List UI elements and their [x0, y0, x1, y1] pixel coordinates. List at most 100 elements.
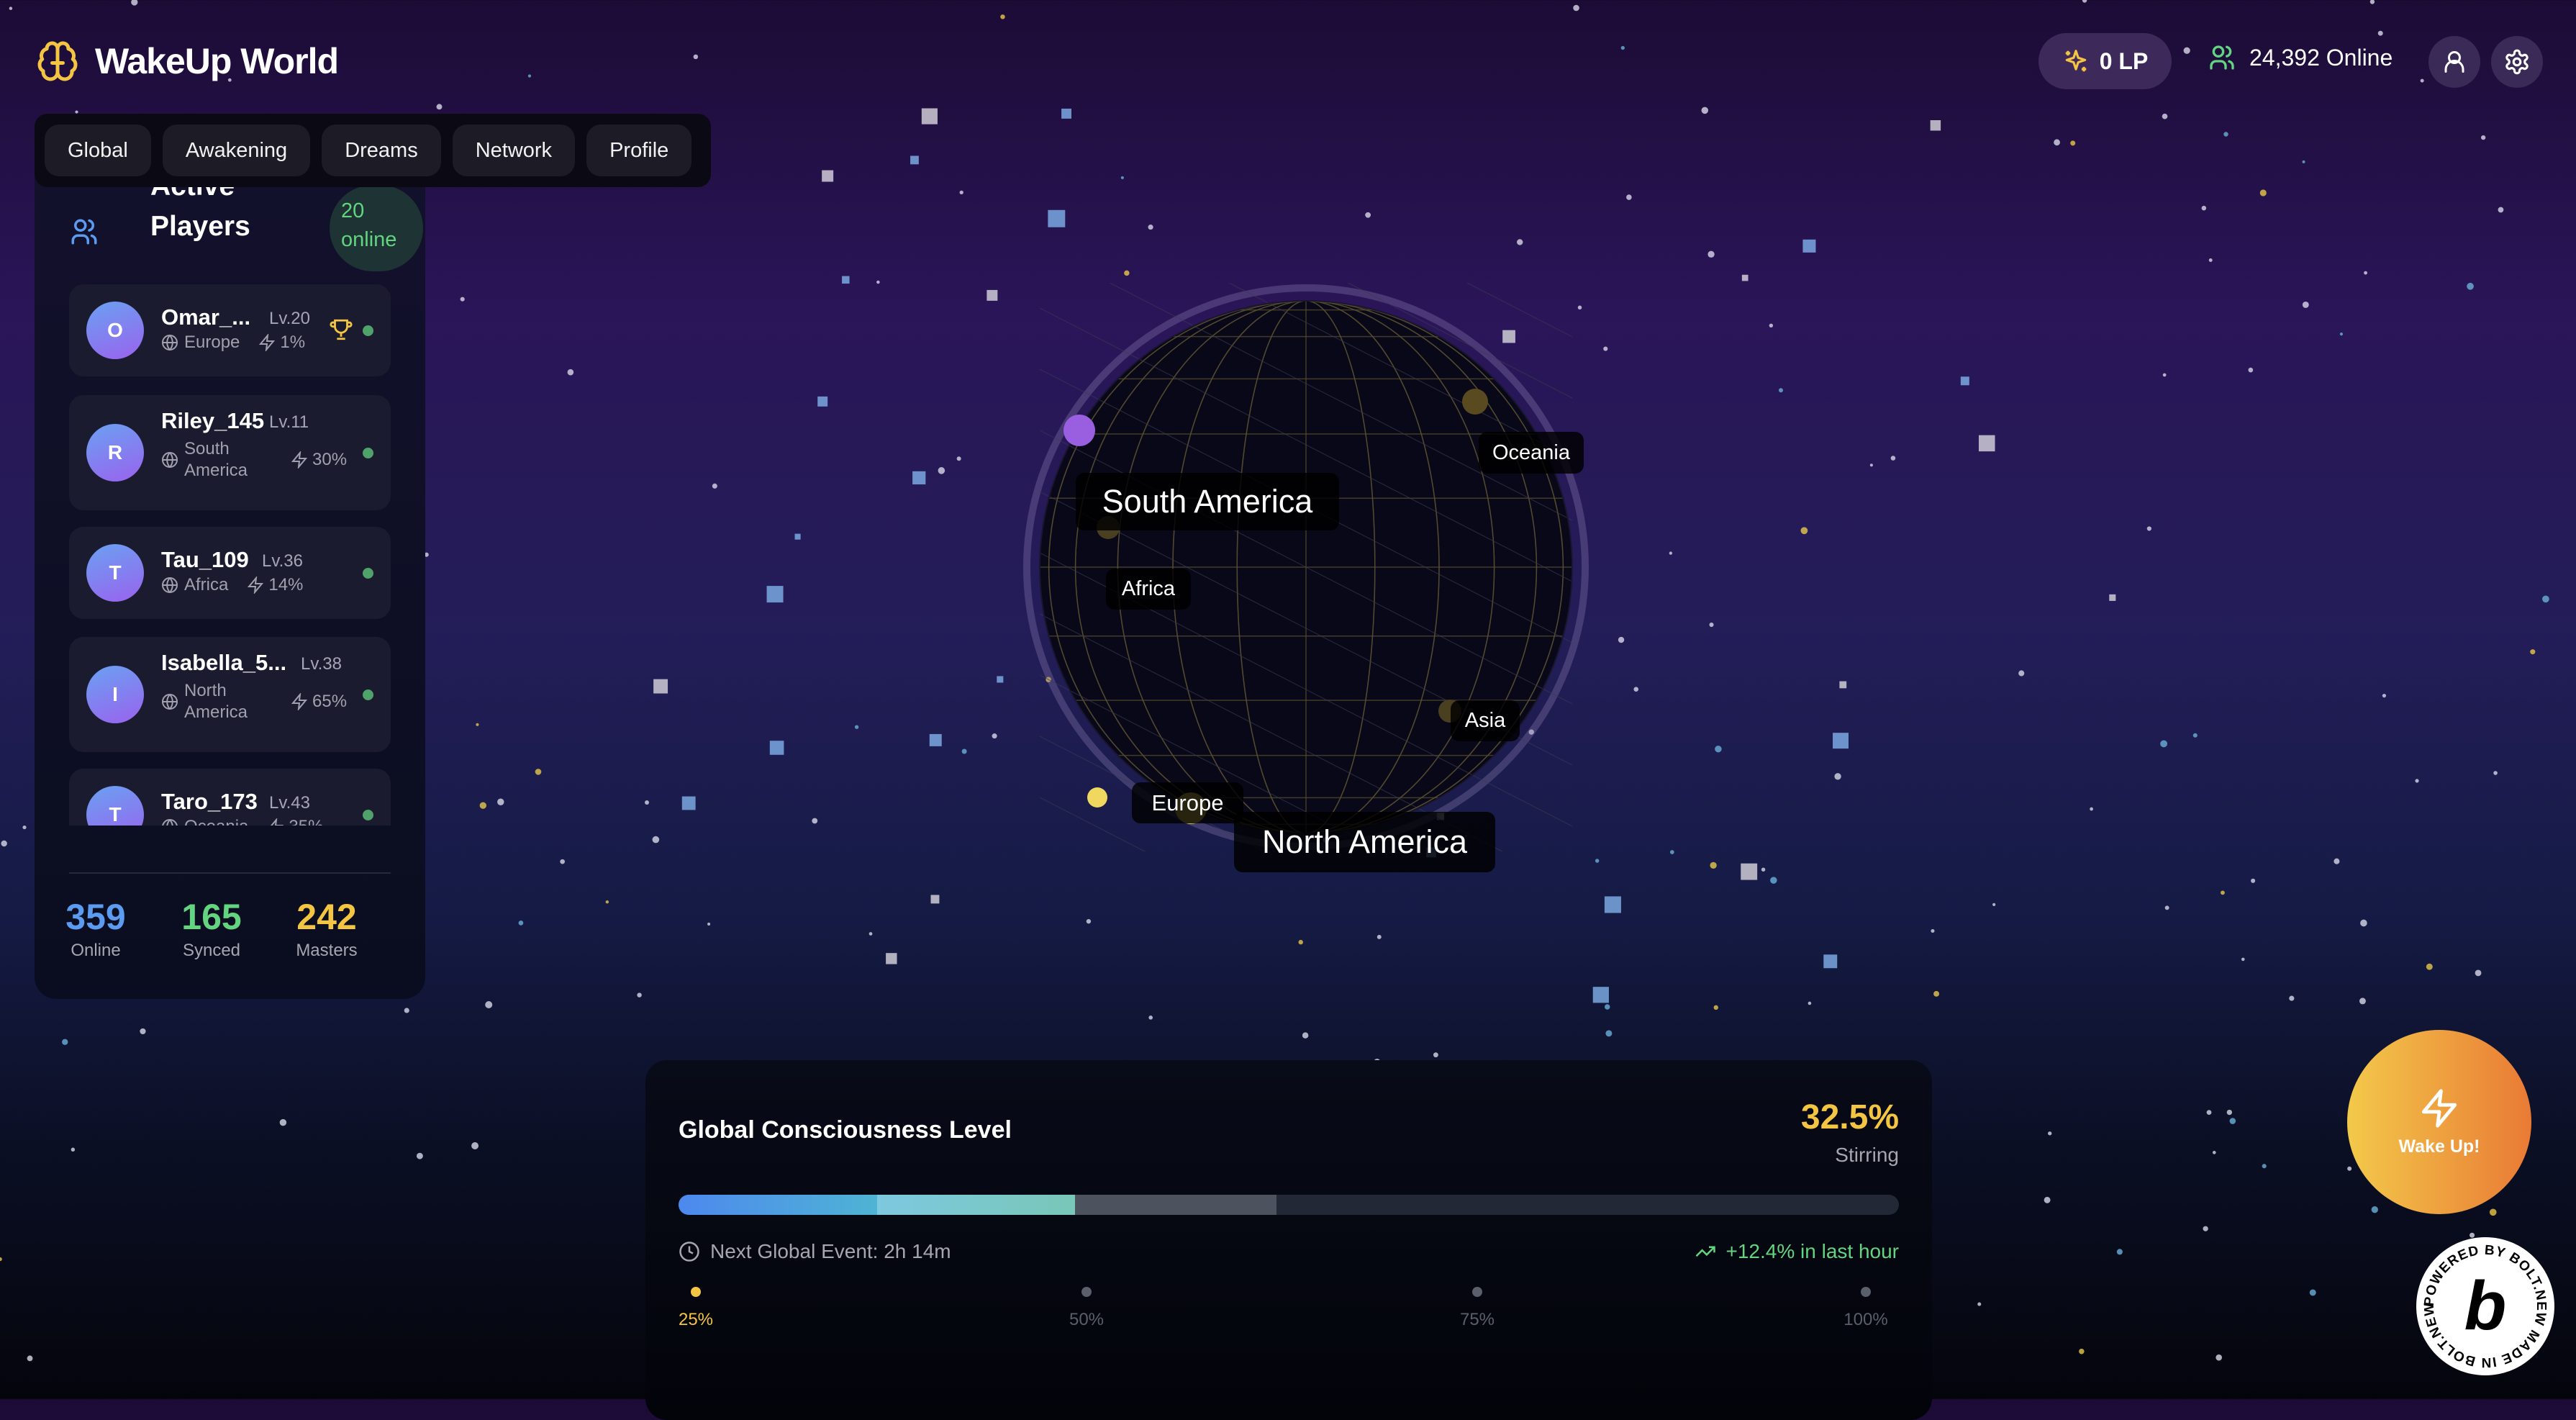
- star-dot: [707, 922, 711, 926]
- lightning-icon: [291, 693, 308, 710]
- star-dot: [2221, 890, 2225, 895]
- player-meta: Europe 1%: [161, 332, 305, 353]
- star-dot: [0, 1257, 2, 1262]
- progress-fill-primary: [679, 1195, 877, 1215]
- wake-up-label: Wake Up!: [2398, 1136, 2480, 1157]
- player-card[interactable]: R Riley_145 Lv.11 South America 30%: [69, 395, 391, 510]
- star-dot: [2302, 301, 2309, 308]
- lightning-icon: [2421, 1088, 2457, 1128]
- online-status-dot: [363, 448, 373, 458]
- star-dot: [1770, 877, 1777, 884]
- consciousness-panel: Global Consciousness Level 32.5% Stirrin…: [645, 1060, 1932, 1420]
- milestone-dot: [1861, 1287, 1871, 1297]
- player-card[interactable]: I Isabella_5... Lv.38 North America 65%: [69, 637, 391, 752]
- particle-square: [1604, 896, 1621, 913]
- globe-label-oceania[interactable]: Oceania: [1479, 432, 1584, 474]
- particle-square: [1802, 239, 1816, 253]
- stat-synced: 165 Synced: [158, 896, 266, 961]
- consciousness-value: 32.5%: [1800, 1098, 1899, 1136]
- particle-square: [921, 108, 938, 125]
- globe-label-north-america[interactable]: North America: [1234, 812, 1495, 872]
- star-dot: [2146, 526, 2151, 531]
- consciousness-state: Stirring: [1835, 1144, 1899, 1166]
- globe-wire: [1039, 736, 1265, 851]
- particle-square: [997, 676, 1004, 683]
- milestone: 25%: [660, 1287, 732, 1330]
- tab-awakening[interactable]: Awakening: [162, 125, 311, 176]
- star-dot: [2498, 207, 2504, 213]
- tab-global[interactable]: Global: [45, 125, 151, 176]
- particle-square: [653, 679, 668, 694]
- stat-online: 359 Online: [42, 896, 150, 961]
- star-dot: [2054, 139, 2060, 146]
- tab-profile[interactable]: Profile: [586, 125, 692, 176]
- star-dot: [1595, 859, 1600, 863]
- globe-wire: [1039, 307, 1573, 582]
- globe-label-africa[interactable]: Africa: [1106, 569, 1191, 610]
- star-dot: [645, 800, 650, 805]
- globe-label-asia[interactable]: Asia: [1451, 700, 1520, 741]
- star-dot: [2420, 78, 2424, 83]
- star-dot: [1433, 1052, 1438, 1058]
- star-dot: [2206, 1110, 2212, 1116]
- tab-dreams[interactable]: Dreams: [322, 125, 441, 176]
- trophy-icon: [330, 319, 353, 340]
- star-dot: [1603, 346, 1608, 351]
- star-dot: [1626, 194, 1632, 200]
- bolt-logo-icon: POWERED BY BOLT.NEW MADE IN BOLT.NEW b: [2422, 1243, 2548, 1370]
- player-card[interactable]: O Omar_... Lv.20 Europe 1%: [69, 284, 391, 376]
- globe-wire: [1039, 797, 1146, 851]
- profile-button[interactable]: [2428, 36, 2480, 88]
- player-name: Omar_...: [161, 304, 251, 330]
- next-event-label: Next Global Event: 2h 14m: [710, 1240, 951, 1262]
- app-logo[interactable]: WakeUp World: [36, 40, 339, 83]
- lightning-icon: [248, 576, 264, 594]
- particle-square: [1839, 681, 1847, 689]
- star-dot: [1977, 1302, 1982, 1306]
- app-title: WakeUp World: [95, 41, 339, 81]
- stat-label: Synced: [182, 941, 241, 960]
- star-dot: [479, 802, 487, 809]
- milestone-dot: [691, 1287, 701, 1297]
- star-dot: [812, 818, 818, 824]
- star-dot: [567, 368, 574, 376]
- settings-button[interactable]: [2491, 36, 2543, 88]
- globe-3d[interactable]: [1022, 283, 1590, 851]
- globe-icon: [162, 452, 178, 468]
- star-dot: [712, 483, 717, 489]
- star-dot: [2339, 333, 2344, 336]
- player-list[interactable]: O Omar_... Lv.20 Europe 1% R Riley_145 Lv…: [69, 284, 391, 826]
- star-dot: [1377, 934, 1382, 939]
- player-region: Europe: [184, 333, 240, 352]
- gear-icon: [2505, 49, 2529, 75]
- player-card[interactable]: T Tau_109 Lv.36 Africa 14%: [69, 527, 391, 619]
- star-dot: [518, 920, 524, 926]
- star-dot: [2160, 740, 2168, 748]
- particle-square: [1741, 274, 1749, 281]
- player-name: Riley_145: [161, 408, 265, 433]
- star-dot: [2212, 1151, 2216, 1154]
- star-dot: [404, 1008, 409, 1013]
- avatar: O: [86, 302, 144, 359]
- particle-square: [886, 953, 897, 964]
- lp-balance[interactable]: 0 LP: [2038, 33, 2172, 89]
- star-dot: [1302, 1032, 1309, 1039]
- star-dot: [992, 733, 997, 739]
- particle-square: [1048, 209, 1066, 227]
- star-dot: [1148, 225, 1153, 230]
- player-power: 1%: [280, 333, 306, 352]
- tab-network[interactable]: Network: [452, 125, 576, 176]
- online-counter: 24,392 Online: [2208, 43, 2393, 72]
- main-nav: Global Awakening Dreams Network Profile: [35, 114, 711, 187]
- globe-label-europe[interactable]: Europe: [1132, 782, 1243, 823]
- globe-label-south-america[interactable]: South America: [1076, 473, 1339, 530]
- divider: [69, 872, 391, 874]
- player-meta: North America 65%: [161, 680, 347, 723]
- player-card[interactable]: T Taro_173 Lv.43 Oceania 35%: [69, 769, 391, 826]
- particle-square: [910, 155, 919, 165]
- star-dot: [1890, 456, 1896, 461]
- bolt-badge[interactable]: POWERED BY BOLT.NEW MADE IN BOLT.NEW b: [2416, 1237, 2554, 1375]
- globe-wire: [1109, 283, 1573, 521]
- online-label: 24,392 Online: [2249, 44, 2393, 71]
- wake-up-button[interactable]: Wake Up!: [2347, 1030, 2531, 1214]
